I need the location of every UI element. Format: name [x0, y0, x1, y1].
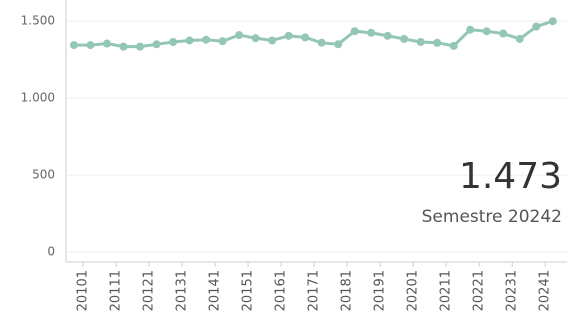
point: [185, 36, 194, 45]
point: [416, 38, 425, 46]
point: [169, 38, 178, 46]
x-tick-label: 20101: [76, 270, 91, 311]
point: [317, 38, 326, 47]
x-tick-label: 20151: [241, 270, 256, 311]
point: [482, 27, 491, 36]
point: [400, 34, 409, 43]
point: [433, 38, 442, 47]
point: [367, 28, 376, 37]
x-tick-label: 20171: [307, 270, 322, 311]
y-tick-label: 500: [32, 168, 55, 182]
x-tick-label: 20181: [340, 270, 355, 311]
point: [350, 27, 359, 36]
x-tick-label: 20191: [373, 270, 388, 311]
point: [202, 35, 211, 44]
x-tick-label: 20221: [472, 270, 487, 311]
line: [74, 19, 554, 49]
point: [532, 22, 541, 31]
x-tick-label: 20141: [208, 270, 223, 311]
callout-caption: Semestre 20242: [422, 207, 562, 227]
callout-value: 1.473: [459, 156, 562, 197]
point: [152, 40, 161, 49]
y-tick-label: 1.000: [21, 91, 55, 105]
point: [284, 31, 293, 40]
point: [334, 40, 343, 49]
x-tick-label: 20231: [505, 270, 520, 311]
x-tick-label: 20241: [538, 270, 553, 311]
point: [466, 25, 475, 34]
point: [70, 41, 78, 50]
x-tick-label: 20201: [406, 270, 421, 311]
y-tick-label: 1.500: [21, 14, 55, 28]
point: [449, 41, 458, 50]
point: [235, 31, 244, 40]
point: [251, 34, 260, 43]
x-tick-label: 20211: [439, 270, 454, 311]
point: [268, 36, 277, 45]
point: [383, 31, 392, 40]
point: [103, 39, 112, 48]
point: [301, 33, 310, 42]
point: [86, 41, 95, 50]
point: [218, 37, 227, 46]
point: [136, 42, 145, 51]
x-tick-label: 20161: [274, 270, 289, 311]
x-tick-label: 20121: [142, 270, 157, 311]
point: [119, 42, 128, 51]
x-tick-label: 20111: [109, 270, 124, 311]
point: [499, 29, 508, 38]
y-tick-label: 0: [47, 245, 55, 259]
x-tick-label: 20131: [175, 270, 190, 311]
point: [515, 34, 524, 43]
point: [548, 17, 557, 26]
